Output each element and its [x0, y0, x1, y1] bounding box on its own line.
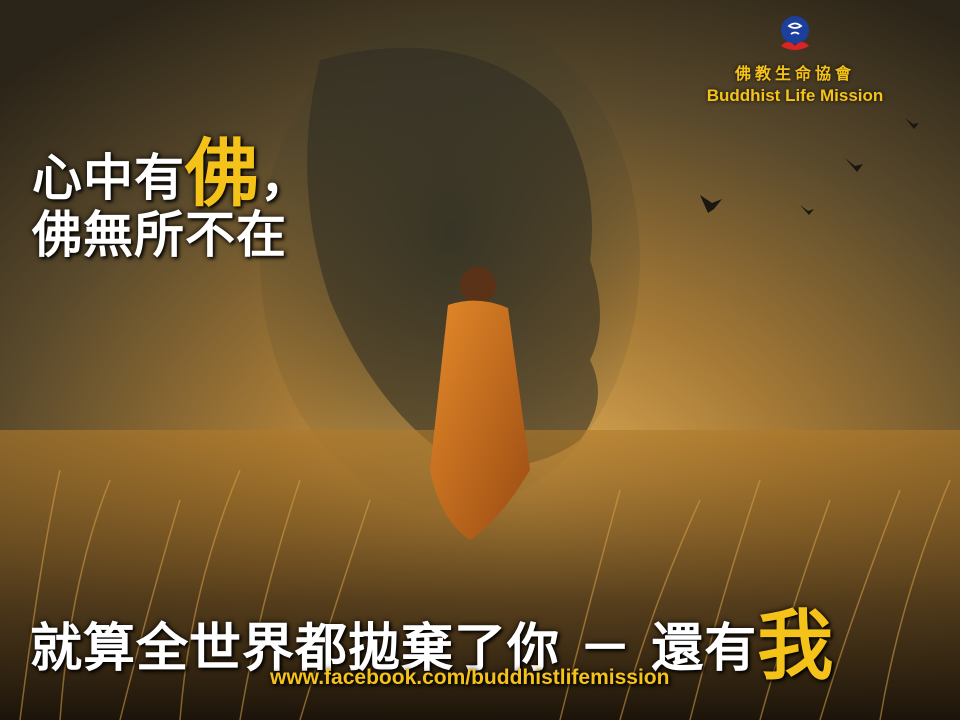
monk-figure: [430, 267, 530, 540]
quote-line-1-punctuation: ，: [260, 149, 311, 207]
quote-line-1: 心中有佛，: [32, 110, 311, 217]
birds: [700, 118, 919, 215]
facebook-url-link[interactable]: www.facebook.com/buddhistlifemission: [270, 666, 670, 689]
grass-strokes: [19, 469, 951, 720]
quote-line-1-text: 心中有: [32, 149, 185, 207]
quote-line-3: 就算全世界都拋棄了你 － 還有我: [30, 578, 835, 690]
quote-highlight-buddha: 佛: [185, 131, 260, 217]
quote-line-3-text: 就算全世界都拋棄了你 － 還有: [30, 619, 758, 679]
brand-name-chinese: 佛教生命協會: [734, 64, 855, 83]
quote-line-2: 佛無所不在: [32, 206, 287, 264]
brand-logo: 佛教生命協會 Buddhist Life Mission: [680, 14, 910, 106]
brand-name-english: Buddhist Life Mission: [706, 86, 884, 105]
lotus-emblem-icon: [781, 16, 809, 50]
buddha-profile: [307, 47, 600, 470]
quote-highlight-me: 我: [757, 601, 835, 690]
